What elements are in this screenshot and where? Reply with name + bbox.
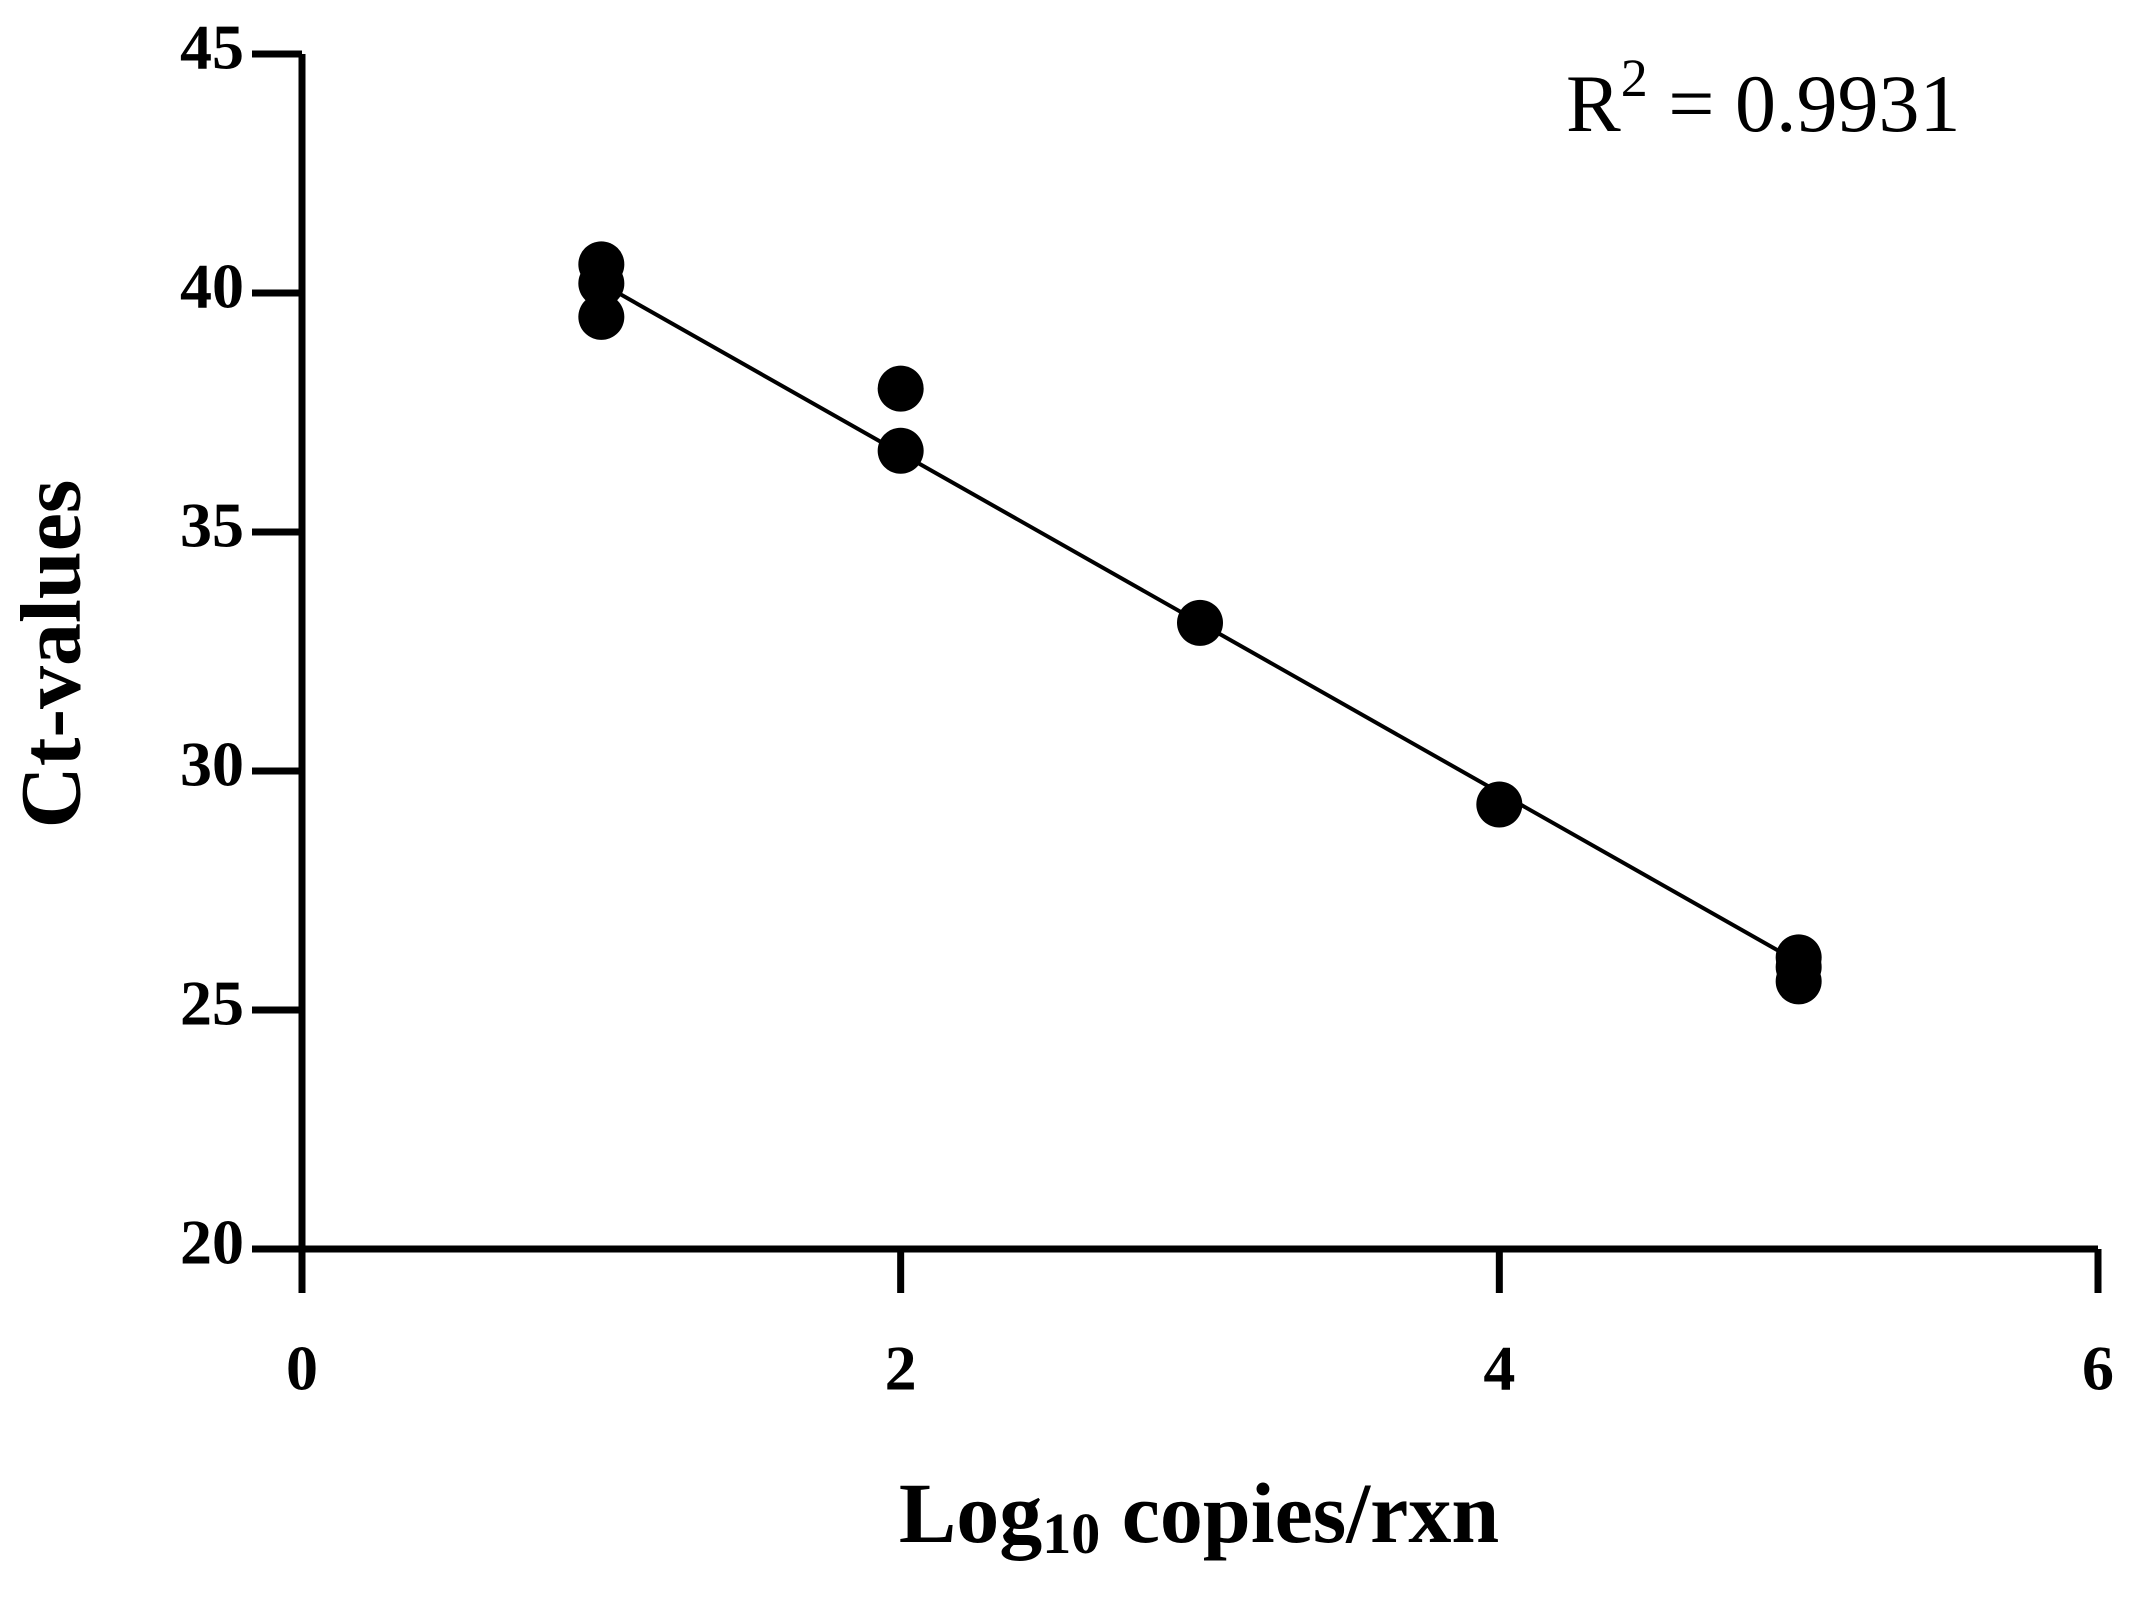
y-axis-title: Ct-values	[3, 480, 99, 829]
x-axis-title-subscript: 10	[1042, 1501, 1100, 1566]
annotation-rest: = 0.9931	[1648, 58, 1961, 149]
y-tick-label: 40	[180, 251, 244, 322]
x-tick-label: 6	[2082, 1333, 2114, 1404]
annotation-base: R	[1566, 58, 1621, 149]
data-point	[578, 260, 625, 307]
annotation-superscript: 2	[1621, 48, 1648, 108]
y-tick-label: 30	[180, 729, 244, 800]
data-point	[578, 293, 625, 340]
data-point	[1775, 958, 1822, 1005]
data-point	[1177, 599, 1223, 646]
x-tick-label: 4	[1483, 1333, 1515, 1404]
data-point	[877, 427, 924, 474]
y-tick-label: 45	[180, 12, 244, 83]
r-squared-annotation: R2 = 0.9931	[1566, 48, 1960, 148]
data-point	[1476, 781, 1523, 828]
x-tick-label: 0	[286, 1333, 318, 1404]
data-point	[877, 365, 924, 412]
y-tick-label: 35	[180, 490, 244, 561]
x-tick-label: 2	[885, 1333, 917, 1404]
x-axis-title: Log10 copies/rxn	[899, 1465, 1499, 1567]
x-axis-title-rest: copies/rxn	[1100, 1465, 1499, 1561]
y-tick-label: 25	[180, 968, 244, 1039]
y-tick-label: 20	[180, 1207, 244, 1278]
x-axis-title-base: Log	[899, 1465, 1042, 1561]
